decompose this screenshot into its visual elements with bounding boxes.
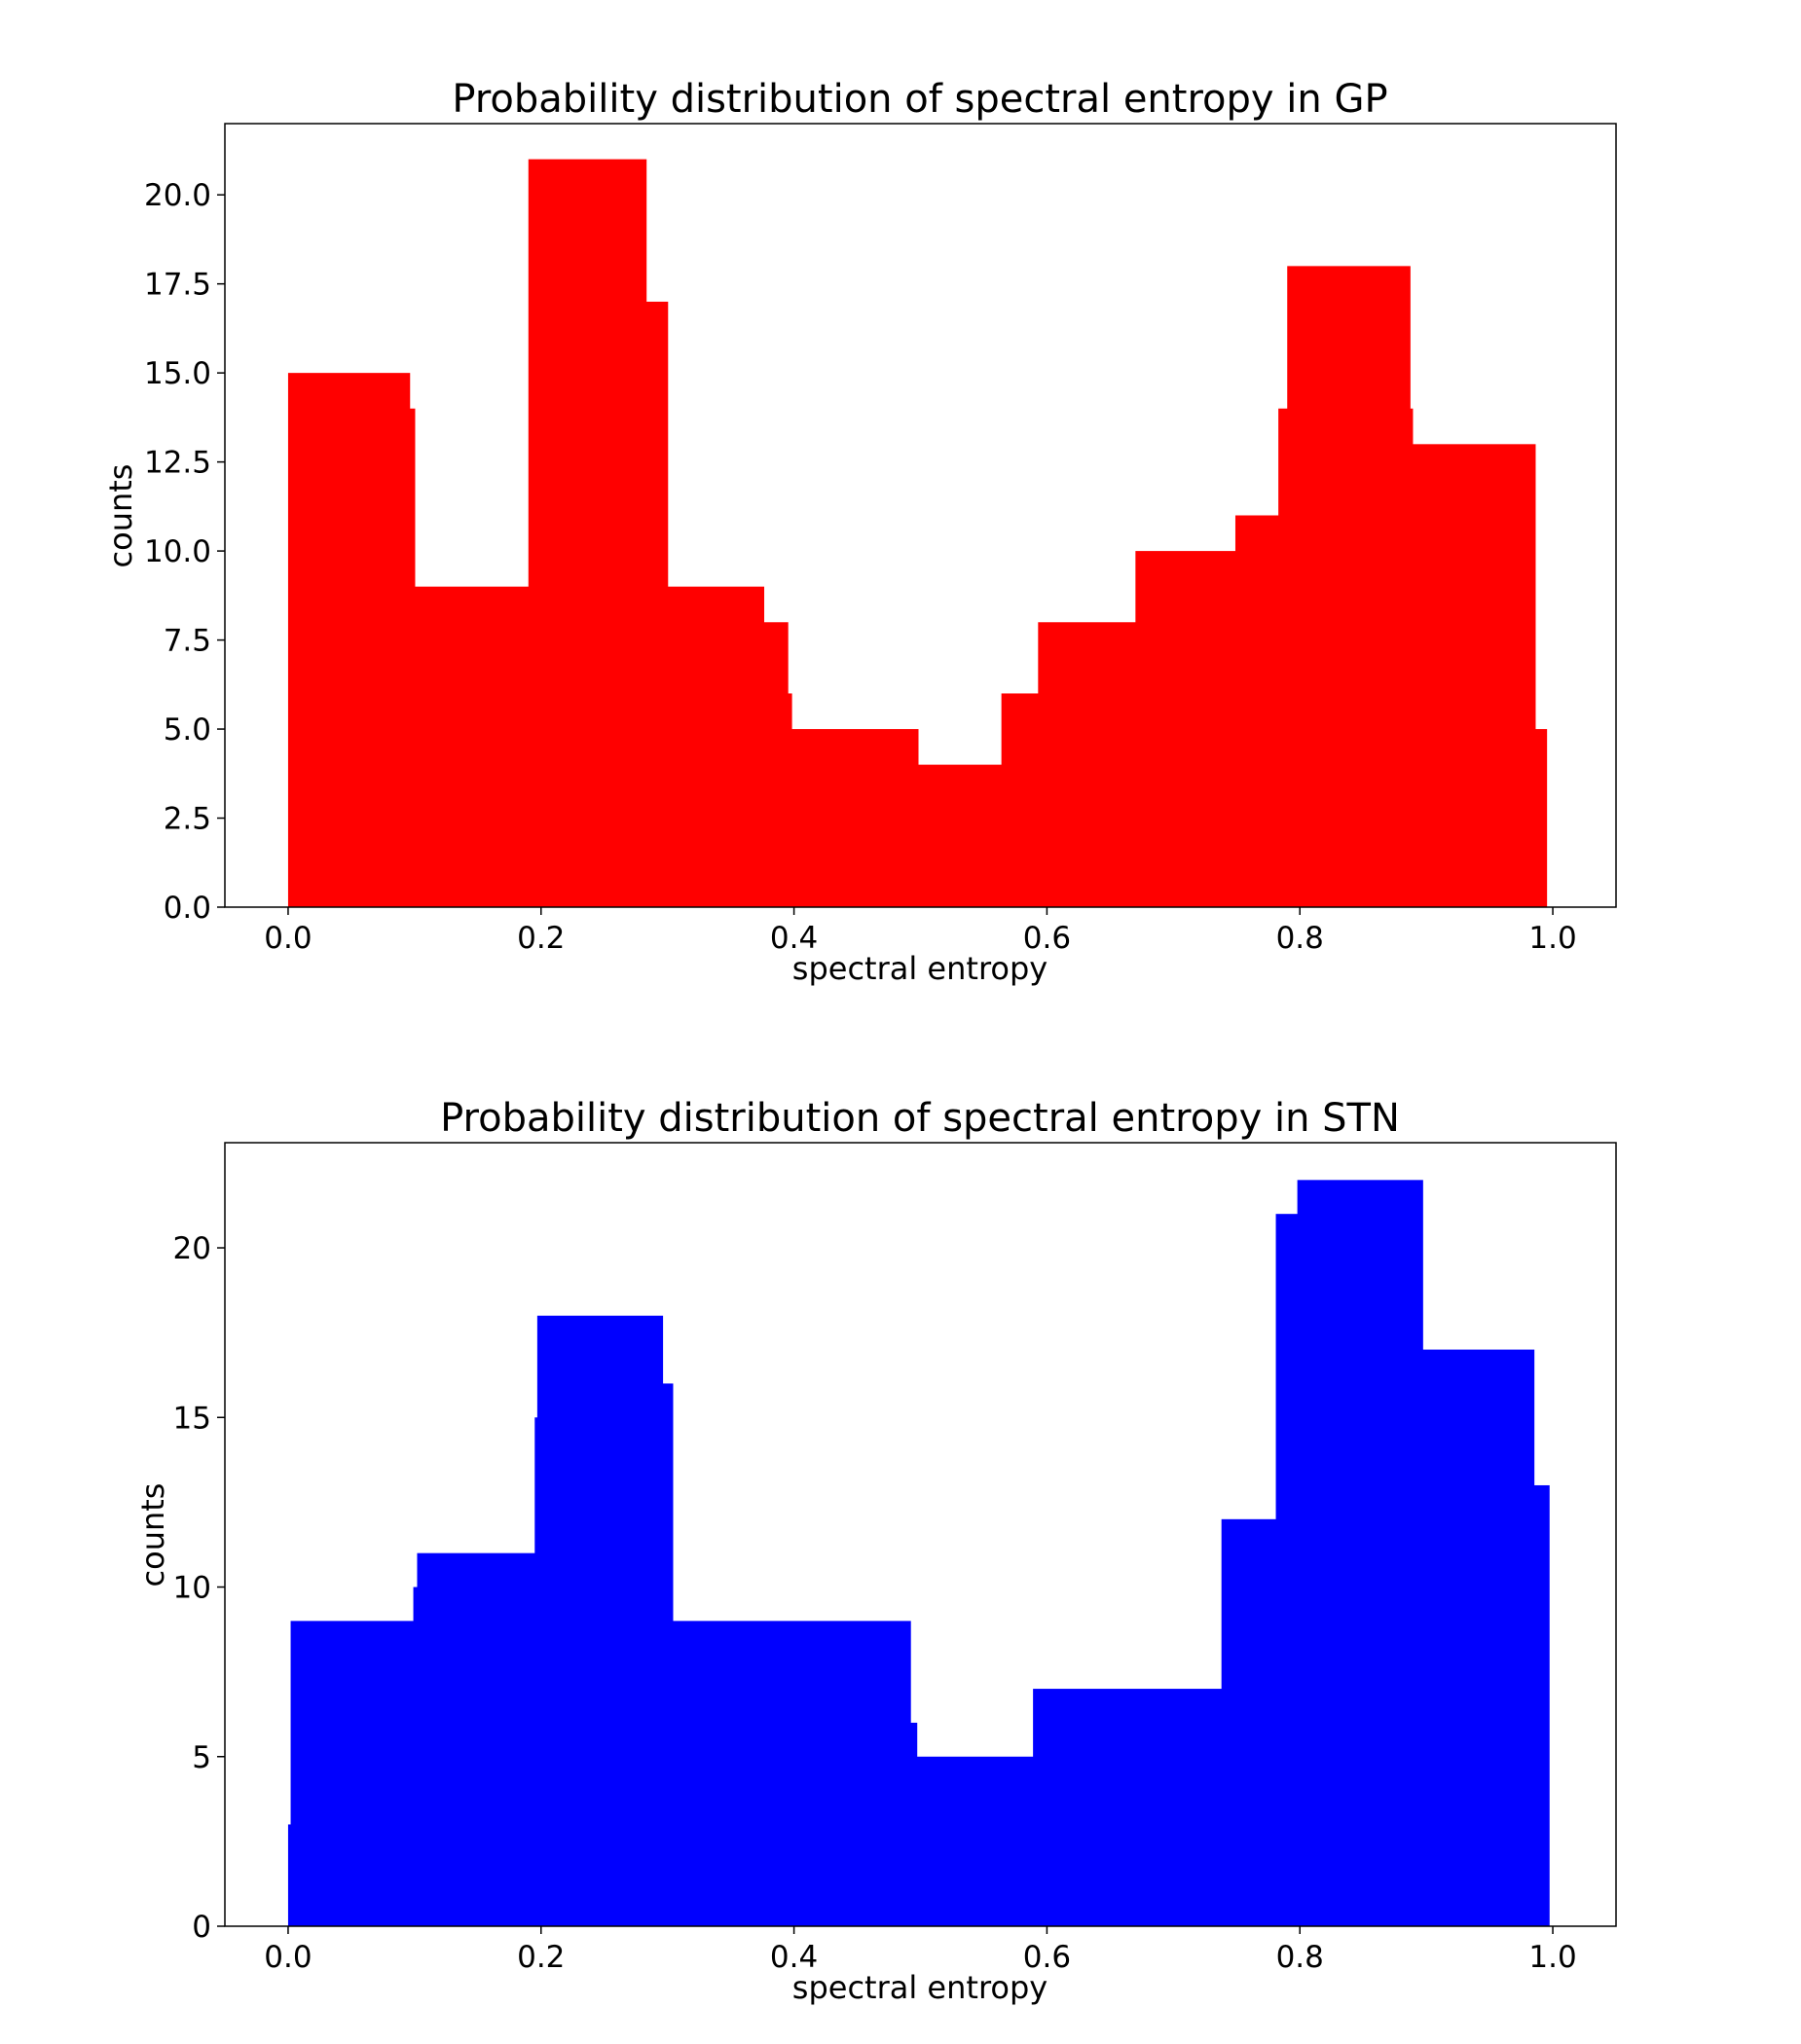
stn-plot-frame bbox=[224, 1142, 1617, 1927]
stn-bar-10 bbox=[1033, 1689, 1223, 1926]
stn-bar-13 bbox=[1297, 1180, 1423, 1926]
gp-bar-0 bbox=[287, 373, 411, 907]
gp-bar-14 bbox=[1278, 408, 1288, 908]
gp-x-tick-label: 1.0 bbox=[1528, 921, 1576, 956]
gp-series-fill bbox=[287, 159, 1548, 908]
stn-x-tick-label: 0.6 bbox=[1023, 1940, 1071, 1975]
stn-bar-1 bbox=[290, 1621, 415, 1926]
gp-bar-13 bbox=[1234, 515, 1279, 907]
gp-bar-3 bbox=[528, 159, 647, 908]
gp-x-tick-label: 0.0 bbox=[264, 921, 312, 956]
stn-y-tick-label: 20 bbox=[173, 1231, 211, 1266]
gp-y-tick-label: 12.5 bbox=[144, 446, 211, 481]
stn-x-tick-label: 0.4 bbox=[770, 1940, 818, 1975]
stn-x-tick-label: 0.2 bbox=[517, 1940, 565, 1975]
stn-x-axis-label: spectral entropy bbox=[792, 1969, 1048, 2006]
gp-bar-4 bbox=[645, 301, 669, 907]
stn-bar-8 bbox=[910, 1722, 918, 1926]
stn-bar-5 bbox=[536, 1315, 664, 1926]
stn-y-tick-label: 0 bbox=[192, 1910, 211, 1945]
gp-y-axis: 0.0 2.5 5.0 7.5 10.0 12.5 15.0 17.5 20.0 bbox=[144, 178, 225, 926]
gp-bar-5 bbox=[667, 586, 765, 907]
gp-x-tick-label: 0.8 bbox=[1276, 921, 1324, 956]
stn-bar-7 bbox=[672, 1621, 911, 1926]
gp-y-tick-label: 2.5 bbox=[164, 802, 211, 837]
gp-plot-frame bbox=[224, 123, 1617, 908]
stn-bar-12 bbox=[1275, 1214, 1299, 1926]
gp-bar-17 bbox=[1412, 444, 1536, 907]
gp-y-tick-label: 0.0 bbox=[164, 891, 211, 926]
gp-x-axis-label: spectral entropy bbox=[792, 950, 1048, 987]
stn-bar-6 bbox=[662, 1383, 674, 1926]
stn-series-fill bbox=[287, 1180, 1550, 1926]
stn-histogram-chart: Probability distribution of spectral ent… bbox=[134, 1096, 1617, 2006]
stn-x-axis: 0.0 0.2 0.4 0.6 0.8 1.0 bbox=[264, 1926, 1577, 1975]
gp-y-tick-label: 7.5 bbox=[164, 624, 211, 659]
gp-x-tick-label: 0.2 bbox=[517, 921, 565, 956]
stn-y-tick-label: 10 bbox=[173, 1571, 211, 1606]
stn-bar-11 bbox=[1221, 1518, 1277, 1926]
stn-y-tick-label: 5 bbox=[192, 1740, 211, 1775]
stn-bar-15 bbox=[1533, 1484, 1550, 1926]
stn-bar-2 bbox=[413, 1587, 419, 1926]
gp-histogram-chart: Probability distribution of spectral ent… bbox=[102, 77, 1617, 987]
gp-y-tick-label: 5.0 bbox=[164, 712, 211, 748]
stn-bar-0 bbox=[287, 1824, 292, 1926]
gp-bar-9 bbox=[917, 764, 1003, 907]
stn-bar-9 bbox=[916, 1756, 1034, 1926]
gp-bar-2 bbox=[414, 586, 530, 907]
gp-y-axis-label: counts bbox=[102, 464, 139, 568]
gp-bar-18 bbox=[1534, 729, 1548, 907]
gp-bar-8 bbox=[790, 729, 919, 907]
stn-y-axis: 0 5 10 15 20 bbox=[173, 1231, 225, 1945]
gp-bar-10 bbox=[1001, 693, 1039, 907]
stn-bar-14 bbox=[1422, 1349, 1535, 1926]
gp-bar-7 bbox=[788, 693, 792, 907]
gp-bar-6 bbox=[763, 622, 789, 907]
gp-bar-11 bbox=[1038, 622, 1136, 907]
stn-x-tick-label: 0.0 bbox=[264, 1940, 312, 1975]
gp-x-tick-label: 0.4 bbox=[770, 921, 818, 956]
gp-bar-12 bbox=[1135, 551, 1236, 907]
stn-bar-3 bbox=[417, 1552, 535, 1926]
gp-chart-title: Probability distribution of spectral ent… bbox=[452, 77, 1387, 122]
stn-chart-title: Probability distribution of spectral ent… bbox=[440, 1096, 1400, 1141]
gp-y-tick-label: 20.0 bbox=[144, 178, 211, 213]
gp-bar-1 bbox=[409, 408, 416, 908]
gp-bar-15 bbox=[1287, 266, 1411, 907]
gp-bar-16 bbox=[1410, 408, 1414, 908]
gp-y-tick-label: 17.5 bbox=[144, 268, 211, 303]
stn-x-tick-label: 0.8 bbox=[1276, 1940, 1324, 1975]
gp-y-tick-label: 10.0 bbox=[144, 534, 211, 569]
gp-y-tick-label: 15.0 bbox=[144, 356, 211, 391]
stn-bar-4 bbox=[534, 1417, 538, 1926]
gp-x-axis: 0.0 0.2 0.4 0.6 0.8 1.0 bbox=[264, 907, 1577, 956]
stn-y-axis-label: counts bbox=[134, 1483, 171, 1588]
stn-y-tick-label: 15 bbox=[173, 1401, 211, 1436]
gp-x-tick-label: 0.6 bbox=[1023, 921, 1071, 956]
stn-x-tick-label: 1.0 bbox=[1528, 1940, 1576, 1975]
